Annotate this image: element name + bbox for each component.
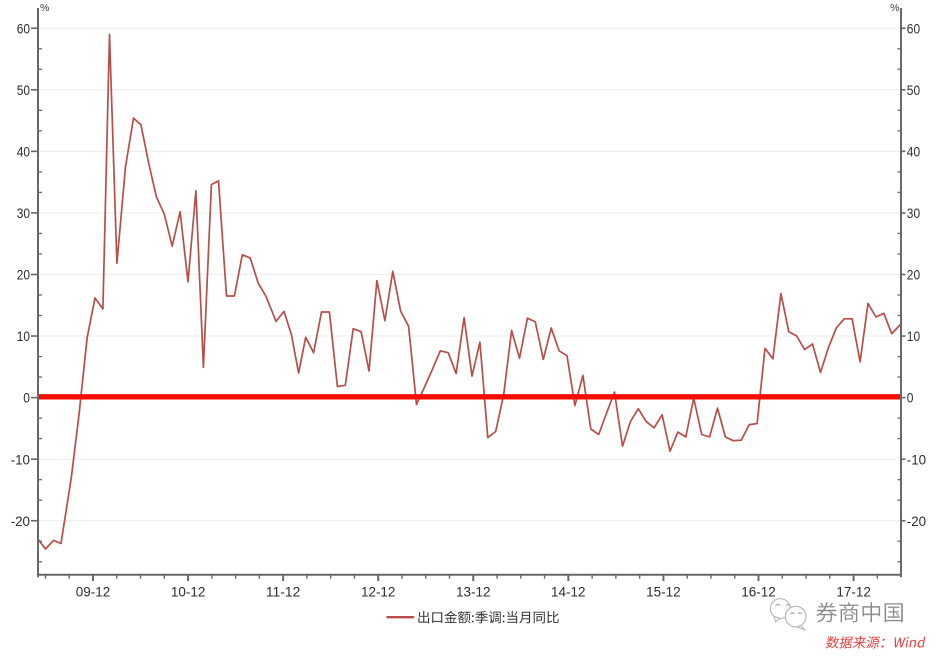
svg-text:10: 10 bbox=[17, 328, 30, 344]
svg-text:16-12: 16-12 bbox=[741, 584, 776, 600]
svg-text:40: 40 bbox=[907, 144, 920, 160]
svg-text:20: 20 bbox=[17, 267, 30, 283]
svg-text:20: 20 bbox=[907, 267, 920, 283]
svg-text:-10: -10 bbox=[907, 451, 927, 467]
svg-text:09-12: 09-12 bbox=[76, 584, 111, 600]
svg-text:12-12: 12-12 bbox=[361, 584, 396, 600]
svg-text:60: 60 bbox=[17, 20, 30, 36]
svg-text:60: 60 bbox=[907, 20, 920, 36]
svg-text:%: % bbox=[40, 2, 49, 14]
svg-text:0: 0 bbox=[907, 390, 914, 406]
svg-text:17-12: 17-12 bbox=[836, 584, 871, 600]
svg-text:40: 40 bbox=[17, 144, 30, 160]
svg-text:50: 50 bbox=[17, 82, 30, 98]
svg-text:13-12: 13-12 bbox=[456, 584, 491, 600]
svg-text:15-12: 15-12 bbox=[646, 584, 681, 600]
svg-text:-20: -20 bbox=[11, 513, 31, 529]
svg-text:14-12: 14-12 bbox=[551, 584, 586, 600]
svg-text:10: 10 bbox=[907, 328, 920, 344]
svg-text:50: 50 bbox=[907, 82, 920, 98]
svg-text:30: 30 bbox=[907, 205, 920, 221]
svg-text:30: 30 bbox=[17, 205, 30, 221]
svg-text:0: 0 bbox=[23, 390, 30, 406]
svg-text:%: % bbox=[890, 2, 899, 14]
svg-text:-10: -10 bbox=[11, 451, 31, 467]
svg-text:10-12: 10-12 bbox=[171, 584, 206, 600]
svg-text:-20: -20 bbox=[907, 513, 927, 529]
svg-text:11-12: 11-12 bbox=[266, 584, 301, 600]
